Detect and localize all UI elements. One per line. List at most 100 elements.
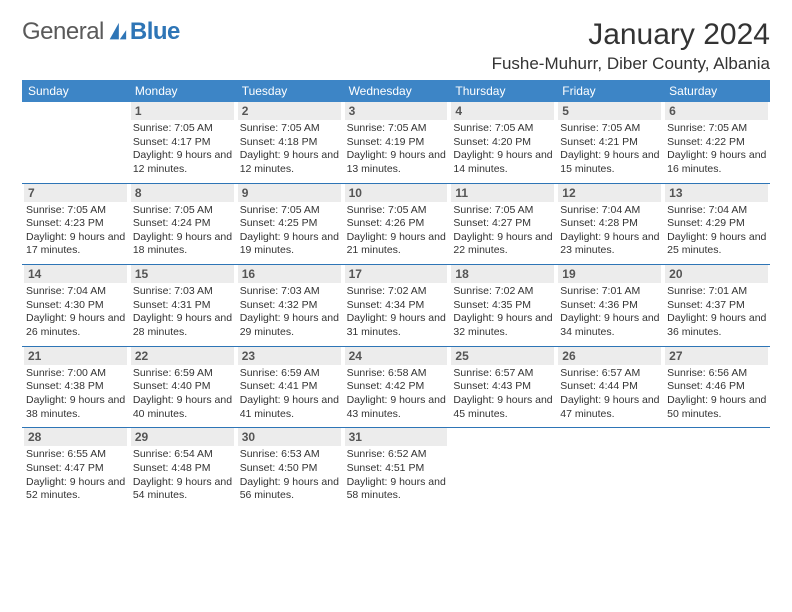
day-number: 19 — [558, 265, 661, 283]
daylight-line: Daylight: 9 hours and 22 minutes. — [451, 231, 554, 258]
week-row: 14Sunrise: 7:04 AMSunset: 4:30 PMDayligh… — [22, 265, 770, 347]
sunset-line: Sunset: 4:43 PM — [451, 380, 554, 394]
daylight-line: Daylight: 9 hours and 36 minutes. — [665, 312, 768, 339]
sunrise-line: Sunrise: 7:01 AM — [665, 285, 768, 299]
day-cell: 19Sunrise: 7:01 AMSunset: 4:36 PMDayligh… — [556, 265, 663, 346]
sunset-line: Sunset: 4:44 PM — [558, 380, 661, 394]
day-number: 27 — [665, 347, 768, 365]
day-number — [665, 428, 768, 446]
sunset-line: Sunset: 4:42 PM — [345, 380, 448, 394]
dayname-sun: Sunday — [22, 80, 129, 102]
day-number: 20 — [665, 265, 768, 283]
sunset-line: Sunset: 4:28 PM — [558, 217, 661, 231]
sunrise-line: Sunrise: 7:04 AM — [558, 204, 661, 218]
daylight-line: Daylight: 9 hours and 38 minutes. — [24, 394, 127, 421]
day-number: 10 — [345, 184, 448, 202]
sunset-line: Sunset: 4:51 PM — [345, 462, 448, 476]
dayname-tue: Tuesday — [236, 80, 343, 102]
day-number: 14 — [24, 265, 127, 283]
daylight-line: Daylight: 9 hours and 21 minutes. — [345, 231, 448, 258]
sunset-line: Sunset: 4:38 PM — [24, 380, 127, 394]
day-cell: 28Sunrise: 6:55 AMSunset: 4:47 PMDayligh… — [22, 428, 129, 509]
daylight-line: Daylight: 9 hours and 40 minutes. — [131, 394, 234, 421]
sunrise-line: Sunrise: 6:52 AM — [345, 448, 448, 462]
day-cell: 12Sunrise: 7:04 AMSunset: 4:28 PMDayligh… — [556, 184, 663, 265]
daylight-line: Daylight: 9 hours and 31 minutes. — [345, 312, 448, 339]
day-cell: 1Sunrise: 7:05 AMSunset: 4:17 PMDaylight… — [129, 102, 236, 183]
daylight-line: Daylight: 9 hours and 17 minutes. — [24, 231, 127, 258]
month-title: January 2024 — [492, 18, 770, 52]
sunrise-line: Sunrise: 7:01 AM — [558, 285, 661, 299]
sunrise-line: Sunrise: 6:59 AM — [238, 367, 341, 381]
day-number: 21 — [24, 347, 127, 365]
day-cell: 17 Sunrise: 7:02 AMSunset: 4:34 PMDayligh… — [343, 265, 450, 346]
header: General Blue January 2024 Fushe-Muhurr, … — [22, 18, 770, 74]
day-cell: 14Sunrise: 7:04 AMSunset: 4:30 PMDayligh… — [22, 265, 129, 346]
day-cell: 30Sunrise: 6:53 AMSunset: 4:50 PMDayligh… — [236, 428, 343, 509]
daylight-line: Daylight: 9 hours and 50 minutes. — [665, 394, 768, 421]
day-cell: 23Sunrise: 6:59 AMSunset: 4:41 PMDayligh… — [236, 347, 343, 428]
day-number: 15 — [131, 265, 234, 283]
day-cell: 22Sunrise: 6:59 AMSunset: 4:40 PMDayligh… — [129, 347, 236, 428]
calendar: Sunday Monday Tuesday Wednesday Thursday… — [22, 80, 770, 509]
sunset-line: Sunset: 4:24 PM — [131, 217, 234, 231]
week-row: 1Sunrise: 7:05 AMSunset: 4:17 PMDaylight… — [22, 102, 770, 184]
day-number: 5 — [558, 102, 661, 120]
day-number: 31 — [345, 428, 448, 446]
sunrise-line: Sunrise: 7:04 AM — [24, 285, 127, 299]
sunrise-line: Sunrise: 6:59 AM — [131, 367, 234, 381]
day-cell: 15Sunrise: 7:03 AMSunset: 4:31 PMDayligh… — [129, 265, 236, 346]
day-cell — [556, 428, 663, 509]
day-cell: 8Sunrise: 7:05 AMSunset: 4:24 PMDaylight… — [129, 184, 236, 265]
sunrise-line: Sunrise: 7:05 AM — [131, 204, 234, 218]
sunset-line: Sunset: 4:34 PM — [345, 299, 448, 313]
day-cell — [22, 102, 129, 183]
sunrise-line: Sunrise: 7:03 AM — [131, 285, 234, 299]
daylight-line: Daylight: 9 hours and 32 minutes. — [451, 312, 554, 339]
day-number: 7 — [24, 184, 127, 202]
day-number: 25 — [451, 347, 554, 365]
day-number: 28 — [24, 428, 127, 446]
day-cell: 24Sunrise: 6:58 AMSunset: 4:42 PMDayligh… — [343, 347, 450, 428]
sunrise-line: Sunrise: 7:05 AM — [345, 204, 448, 218]
day-cell: 6Sunrise: 7:05 AMSunset: 4:22 PMDaylight… — [663, 102, 770, 183]
sunset-line: Sunset: 4:29 PM — [665, 217, 768, 231]
sunset-line: Sunset: 4:37 PM — [665, 299, 768, 313]
daylight-line: Daylight: 9 hours and 58 minutes. — [345, 476, 448, 503]
day-number: 26 — [558, 347, 661, 365]
sunrise-line: Sunrise: 6:57 AM — [451, 367, 554, 381]
day-cell: 7Sunrise: 7:05 AMSunset: 4:23 PMDaylight… — [22, 184, 129, 265]
day-number: 18 — [451, 265, 554, 283]
sunrise-line: Sunrise: 7:05 AM — [665, 122, 768, 136]
day-cell: 9Sunrise: 7:05 AMSunset: 4:25 PMDaylight… — [236, 184, 343, 265]
sunrise-line: Sunrise: 6:58 AM — [345, 367, 448, 381]
sunset-line: Sunset: 4:41 PM — [238, 380, 341, 394]
logo-text-1: General — [22, 18, 104, 46]
week-row: 21Sunrise: 7:00 AMSunset: 4:38 PMDayligh… — [22, 347, 770, 429]
sunrise-line: Sunrise: 7:05 AM — [451, 122, 554, 136]
daylight-line: Daylight: 9 hours and 43 minutes. — [345, 394, 448, 421]
sunrise-line: Sunrise: 7:05 AM — [451, 204, 554, 218]
day-cell: 31 Sunrise: 6:52 AMSunset: 4:51 PMDayligh… — [343, 428, 450, 509]
daylight-line: Daylight: 9 hours and 18 minutes. — [131, 231, 234, 258]
daylight-line: Daylight: 9 hours and 23 minutes. — [558, 231, 661, 258]
sunset-line: Sunset: 4:21 PM — [558, 136, 661, 150]
calendar-grid: 1Sunrise: 7:05 AMSunset: 4:17 PMDaylight… — [22, 102, 770, 509]
sunset-line: Sunset: 4:26 PM — [345, 217, 448, 231]
sunrise-line: Sunrise: 7:00 AM — [24, 367, 127, 381]
sunrise-line: Sunrise: 7:02 AM — [345, 285, 448, 299]
title-block: January 2024 Fushe-Muhurr, Diber County,… — [492, 18, 770, 74]
day-cell: 25Sunrise: 6:57 AMSunset: 4:43 PMDayligh… — [449, 347, 556, 428]
sail-icon — [106, 21, 128, 43]
day-number: 13 — [665, 184, 768, 202]
day-cell: 16Sunrise: 7:03 AMSunset: 4:32 PMDayligh… — [236, 265, 343, 346]
sunrise-line: Sunrise: 7:05 AM — [131, 122, 234, 136]
day-cell: 2Sunrise: 7:05 AMSunset: 4:18 PMDaylight… — [236, 102, 343, 183]
day-number — [451, 428, 554, 446]
day-cell: 18Sunrise: 7:02 AMSunset: 4:35 PMDayligh… — [449, 265, 556, 346]
day-number — [558, 428, 661, 446]
day-cell: 11Sunrise: 7:05 AMSunset: 4:27 PMDayligh… — [449, 184, 556, 265]
logo-text-2: Blue — [130, 18, 180, 46]
day-number: 23 — [238, 347, 341, 365]
day-number: 17 — [345, 265, 448, 283]
